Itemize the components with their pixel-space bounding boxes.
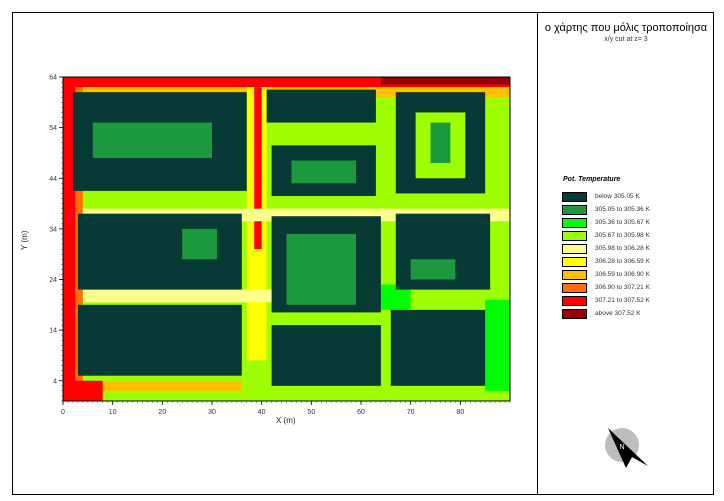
heatmap-region — [390, 309, 486, 386]
legend-item: 305.36 to 305.67 K — [562, 216, 650, 229]
legend-item: 306.59 to 306.90 K — [562, 268, 650, 281]
y-tick-label: 34 — [49, 226, 57, 233]
y-tick-label: 54 — [49, 125, 57, 132]
legend-item: 307.21 to 307.52 K — [562, 294, 650, 307]
heatmap-region — [261, 390, 510, 401]
legend-label: 305.67 to 305.98 K — [595, 232, 650, 239]
x-tick-label: 20 — [158, 409, 166, 416]
legend-swatch — [562, 217, 587, 228]
chart-title: ο χάρτης που μόλις τροποποίησα — [544, 22, 708, 34]
legend-item: 305.98 to 306.28 K — [562, 242, 650, 255]
heatmap-region — [63, 380, 103, 401]
plot-area: 0 10 20 30 40 50 60 70 80 4 14 24 34 44 54 64 — [49, 75, 511, 416]
legend-item: below 305.05 K — [562, 190, 650, 203]
x-tick-label: 0 — [61, 409, 65, 416]
y-tick-label: 24 — [49, 277, 57, 284]
legend-swatch — [562, 295, 587, 306]
heatmap-region — [63, 77, 76, 401]
compass-arrow — [608, 428, 648, 468]
legend-label: 307.21 to 307.52 K — [595, 297, 650, 304]
legend-label: 305.05 to 305.36 K — [595, 206, 650, 213]
legend-swatch — [562, 282, 587, 293]
legend-swatch — [562, 256, 587, 267]
legend-label: 306.59 to 306.90 K — [595, 271, 650, 278]
legend-item: 306.90 to 307.21 K — [562, 281, 650, 294]
x-tick-label: 70 — [407, 409, 415, 416]
legend-title: Pot. Temperature — [563, 176, 621, 183]
legend-label: 306.90 to 307.21 K — [595, 284, 650, 291]
legend-item: above 307.52 K — [562, 307, 650, 320]
legend-swatch — [562, 269, 587, 280]
legend-swatch — [562, 204, 587, 215]
x-tick-label: 40 — [258, 409, 266, 416]
heatmap-region — [410, 259, 456, 280]
heatmap-region — [82, 380, 242, 391]
legend-swatch — [562, 191, 587, 202]
y-tick-label: 44 — [49, 176, 57, 183]
heatmap-region — [286, 233, 357, 305]
x-tick-label: 60 — [357, 409, 365, 416]
heatmap-region — [271, 325, 381, 386]
legend-label: 305.98 to 306.28 K — [595, 245, 650, 252]
heatmap-region — [63, 77, 510, 88]
x-axis-title: X (m) — [276, 416, 296, 425]
y-tick-label: 64 — [49, 75, 57, 82]
legend-item: 305.05 to 305.36 K — [562, 203, 650, 216]
heatmap-region — [266, 89, 376, 123]
heatmap-region — [182, 228, 217, 260]
heatmap-region — [291, 160, 357, 184]
x-tick-label: 10 — [109, 409, 117, 416]
legend: below 305.05 K 305.05 to 305.36 K 305.36 t… — [562, 190, 650, 320]
heatmap-region — [380, 77, 510, 85]
heatmap-region — [77, 304, 242, 376]
legend-swatch — [562, 243, 587, 254]
legend-label: above 307.52 K — [595, 310, 641, 317]
y-tick-label: 4 — [53, 378, 57, 385]
panel-divider — [537, 12, 538, 495]
y-axis-title: Y (m) — [20, 230, 29, 250]
north-arrow-icon: N — [605, 428, 648, 468]
legend-swatch — [562, 230, 587, 241]
legend-label: 305.36 to 305.67 K — [595, 219, 650, 226]
heatmap-region — [254, 87, 262, 250]
legend-label: 306.28 to 306.59 K — [595, 258, 650, 265]
x-tick-label: 30 — [208, 409, 216, 416]
heatmap-region — [77, 213, 242, 290]
x-tick-label: 80 — [456, 409, 464, 416]
heatmap-region — [485, 299, 510, 401]
heatmap-region — [430, 122, 451, 164]
legend-item: 306.28 to 306.59 K — [562, 255, 650, 268]
x-tick-label: 50 — [307, 409, 315, 416]
figure-frame — [12, 12, 714, 495]
y-tick-label: 14 — [49, 328, 57, 335]
compass-label: N — [619, 444, 624, 451]
legend-swatch — [562, 308, 587, 319]
legend-label: below 305.05 K — [595, 193, 640, 200]
legend-item: 305.67 to 305.98 K — [562, 229, 650, 242]
heatmap-region — [92, 122, 212, 158]
chart-subtitle: x/y cut at z= 3 — [604, 36, 648, 43]
